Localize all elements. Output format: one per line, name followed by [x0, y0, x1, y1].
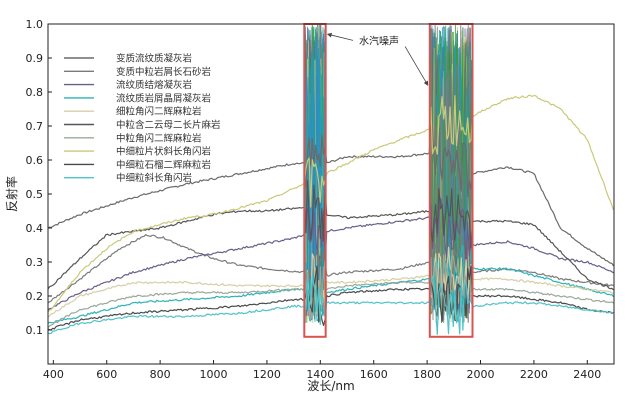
legend-label-9: 中细粒石榴二辉麻粒岩: [116, 159, 211, 171]
legend-label-2: 变质中粒岩屑长石砂岩: [116, 66, 211, 78]
y-tick-label: 0.9: [26, 52, 44, 65]
y-tick-label: 0.2: [26, 290, 44, 303]
x-tick-label: 1800: [413, 368, 441, 381]
x-tick-label: 1200: [253, 368, 281, 381]
y-tick-label: 0.7: [26, 120, 44, 133]
y-tick-label: 0.6: [26, 154, 44, 167]
series-line-9: [47, 265, 614, 331]
series-line-1: [47, 124, 615, 267]
annotation-label: 水汽噪声: [359, 34, 399, 47]
plot-area: [48, 24, 614, 364]
legend-label-8: 中细粒片状斜长角闪岩: [116, 146, 211, 158]
annotation-arrow-left: [326, 32, 354, 41]
plot-background: [48, 24, 614, 364]
x-tick-label: 400: [43, 368, 64, 381]
x-tick-label: 2400: [573, 368, 601, 381]
series-line-5: [47, 246, 614, 318]
series-layer: [47, 94, 615, 335]
series-line-3: [47, 197, 614, 311]
x-tick-label: 800: [150, 368, 171, 381]
series-line-4: [47, 244, 614, 324]
annotation-arrow-right: [404, 46, 429, 86]
legend-label-7: 中粒角闪二辉麻粒岩: [116, 132, 202, 144]
y-tick-label: 1.0: [26, 18, 44, 31]
series-line-7: [47, 254, 614, 328]
y-axis-title: 反射率: [4, 176, 19, 212]
y-tick-label: 0.8: [26, 86, 44, 99]
legend: 变质流纹质凝灰岩变质中粒岩屑长石砂岩流纹质结熔凝灰岩流纹质岩屑晶屑凝灰岩细粒角闪…: [64, 53, 221, 184]
series-line-8: [47, 94, 615, 313]
series-line-10: [48, 275, 614, 335]
axes: 400 600 800 1000 1200 1400 1600 1800 2000 2200 240…: [26, 18, 615, 381]
x-tick-label: 1600: [360, 368, 388, 381]
legend-label-4: 流纹质岩屑晶屑凝灰岩: [116, 92, 211, 104]
x-tick-label: 600: [96, 368, 117, 381]
y-tick-label: 0.4: [26, 222, 44, 235]
x-axis-title: 波长/nm: [307, 379, 354, 393]
y-tick-label: 0.3: [26, 256, 44, 269]
legend-label-10: 中细粒斜长角闪岩: [116, 172, 192, 184]
legend-label-1: 变质流纹质凝灰岩: [116, 53, 192, 65]
x-tick-label: 1000: [200, 368, 228, 381]
legend-label-5: 细粒角闪二辉麻粒岩: [116, 106, 202, 118]
x-tick-label: 2200: [520, 368, 548, 381]
x-tick-label: 1400: [306, 368, 334, 381]
series-line-2: [47, 234, 614, 304]
y-tick-label: 0.5: [26, 188, 44, 201]
legend-label-3: 流纹质结熔凝灰岩: [116, 79, 192, 91]
legend-label-6: 中粒含二云母二长片麻岩: [116, 119, 221, 131]
y-tick-label: 0.1: [26, 324, 44, 337]
x-tick-label: 2000: [467, 368, 495, 381]
